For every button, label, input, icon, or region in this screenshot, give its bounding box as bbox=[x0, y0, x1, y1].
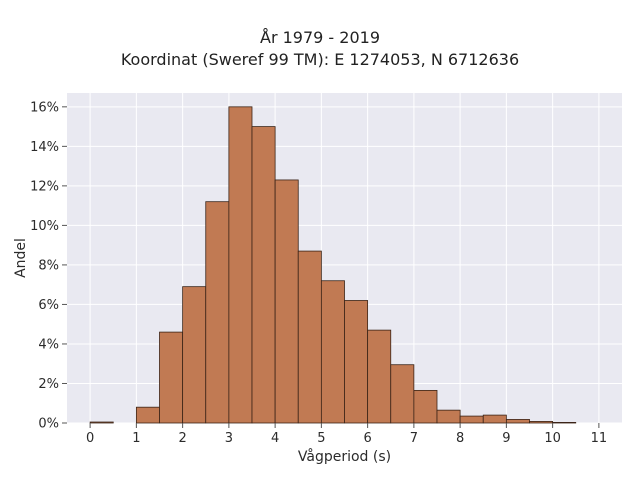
histogram-bar bbox=[251, 126, 276, 424]
x-tick-label: 9 bbox=[502, 431, 510, 446]
y-tick-label: 4% bbox=[38, 337, 59, 352]
histogram-bar bbox=[182, 286, 207, 424]
x-tick-label: 8 bbox=[456, 431, 464, 446]
histogram-bar bbox=[89, 421, 114, 424]
x-axis-label: Vågperiod (s) bbox=[298, 448, 391, 465]
histogram-bar bbox=[297, 250, 322, 424]
histogram-bar bbox=[274, 179, 299, 424]
histogram-bar bbox=[205, 201, 230, 424]
histogram-bar bbox=[159, 331, 184, 424]
y-tick-label: 8% bbox=[38, 258, 59, 273]
histogram-bar bbox=[135, 406, 160, 424]
histogram-bar bbox=[344, 300, 369, 424]
x-tick-label: 3 bbox=[225, 431, 233, 446]
x-tick-label: 11 bbox=[591, 431, 608, 446]
histogram-bar bbox=[390, 364, 415, 424]
histogram-bar bbox=[320, 280, 345, 424]
histogram-bar bbox=[228, 106, 253, 424]
y-tick-label: 16% bbox=[30, 100, 59, 115]
histogram-bar bbox=[505, 419, 530, 424]
histogram-bar bbox=[436, 409, 461, 424]
x-tick-label: 5 bbox=[317, 431, 325, 446]
x-axis-ticks: 0 1 2 3 4 5 6 7 8 9 10 11 bbox=[86, 423, 607, 446]
y-tick-label: 10% bbox=[30, 219, 59, 234]
y-axis-label: Andel bbox=[13, 238, 29, 278]
histogram-bar bbox=[529, 421, 554, 424]
y-tick-label: 14% bbox=[30, 140, 59, 155]
x-tick-label: 7 bbox=[410, 431, 418, 446]
y-tick-label: 6% bbox=[38, 298, 59, 313]
y-axis-ticks: 0% 2% 4% 6% 8% 10% 12% 14% 16% bbox=[30, 100, 67, 432]
histogram-bar bbox=[459, 415, 484, 424]
y-tick-label: 12% bbox=[30, 179, 59, 194]
histogram-bar bbox=[482, 414, 507, 424]
histogram-bar bbox=[367, 329, 392, 424]
x-tick-label: 10 bbox=[544, 431, 561, 446]
x-tick-label: 1 bbox=[132, 431, 140, 446]
x-tick-label: 4 bbox=[271, 431, 279, 446]
histogram-bar bbox=[552, 422, 577, 424]
chart-title-line-2: Koordinat (Sweref 99 TM): E 1274053, N 6… bbox=[120, 50, 520, 69]
y-tick-label: 0% bbox=[38, 417, 59, 432]
bars bbox=[89, 106, 577, 424]
chart-title-line-1: År 1979 - 2019 bbox=[260, 28, 380, 47]
y-tick-label: 2% bbox=[38, 377, 59, 392]
x-tick-label: 2 bbox=[178, 431, 186, 446]
x-tick-label: 0 bbox=[86, 431, 94, 446]
x-tick-label: 6 bbox=[363, 431, 371, 446]
histogram-bar bbox=[413, 389, 438, 424]
